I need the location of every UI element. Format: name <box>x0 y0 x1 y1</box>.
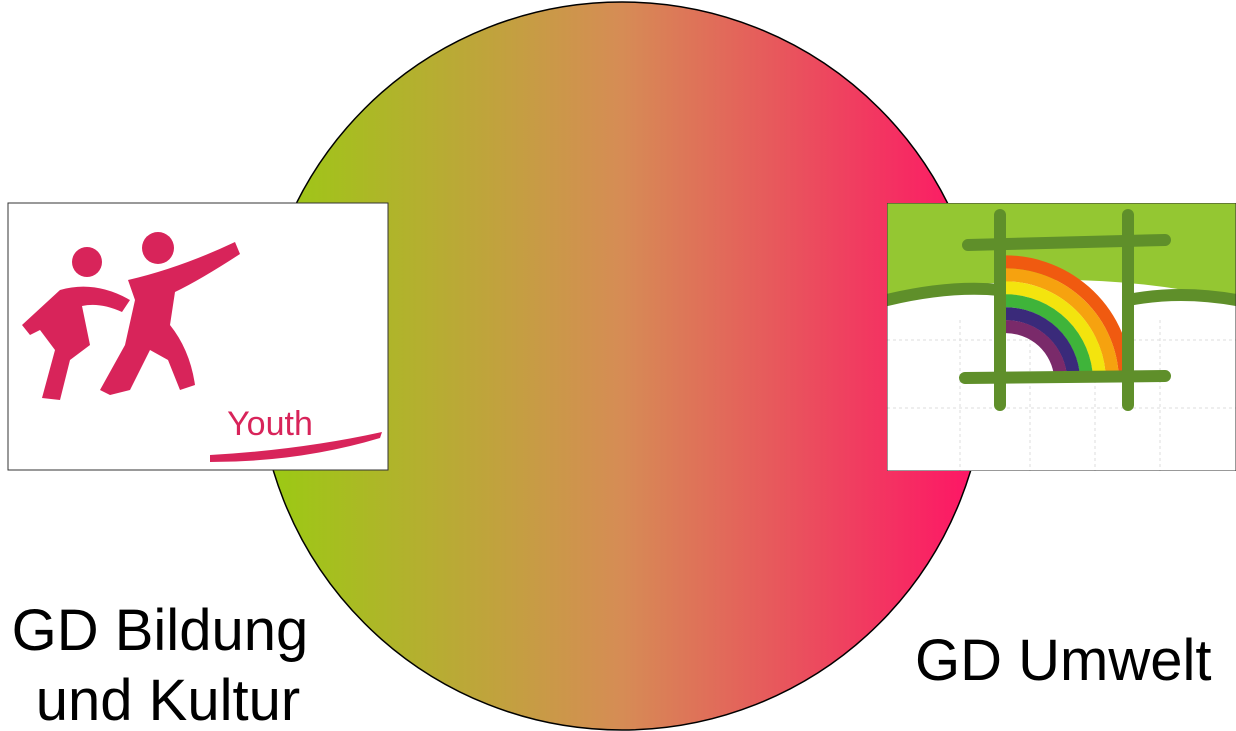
youth-logo: Youth <box>8 203 388 470</box>
right-label: GD Umwelt <box>915 628 1211 693</box>
environment-logo <box>887 203 1236 471</box>
slide: Youth GD Bildung und Kultur GD Umwelt <box>0 0 1236 731</box>
label-line: GD Bildung <box>12 598 309 663</box>
label-line: und Kultur <box>36 668 300 731</box>
label-line: GD Umwelt <box>915 628 1211 693</box>
left-label: GD Bildung und Kultur <box>12 598 325 731</box>
logo-text: Youth <box>227 405 313 443</box>
